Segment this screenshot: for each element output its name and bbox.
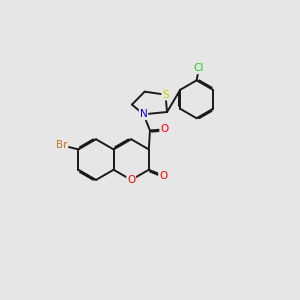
Text: Cl: Cl	[194, 63, 204, 73]
Text: O: O	[160, 124, 168, 134]
Text: O: O	[127, 175, 135, 185]
Text: O: O	[159, 170, 167, 181]
Text: Br: Br	[56, 140, 68, 150]
Text: S: S	[162, 90, 169, 100]
Text: N: N	[140, 109, 147, 119]
